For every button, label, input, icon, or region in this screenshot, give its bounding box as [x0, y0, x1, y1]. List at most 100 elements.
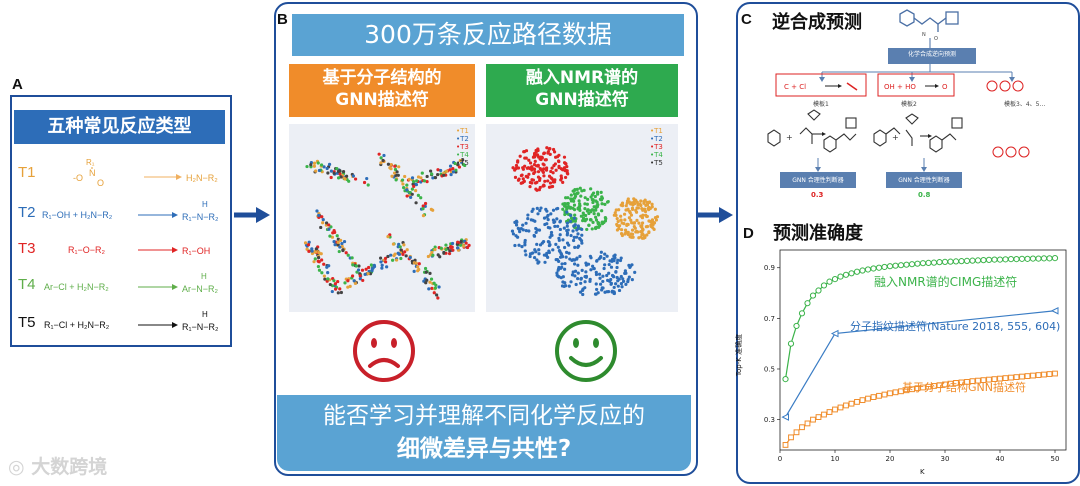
reaction-t4-scheme: Ar−Cl + H₂N−R₂ H Ar−N−R₂ [44, 272, 218, 294]
scatter-point [562, 155, 567, 159]
scatter-point [617, 224, 621, 228]
svg-text:H: H [202, 200, 208, 209]
data-point [969, 257, 976, 264]
question-banner: 能否学习并理解不同化学反应的 细微差异与共性? [277, 395, 691, 471]
data-point [1024, 255, 1031, 262]
scatter-point [325, 166, 329, 171]
scatter-point [576, 245, 580, 249]
data-banner: 300万条反应路径数据 [292, 14, 684, 56]
scatter-point [551, 208, 556, 212]
scatter-point [407, 177, 411, 181]
scatter-point [314, 169, 318, 173]
scatter-point [583, 286, 587, 290]
watermark: ◎ 大数跨境 [8, 452, 107, 479]
scatter-point [361, 278, 365, 283]
scatter-point [620, 228, 624, 232]
scatter-point [305, 164, 309, 169]
data-point [875, 264, 883, 271]
scatter-point [436, 296, 440, 300]
scatter-point [557, 259, 561, 263]
scatter-point [513, 220, 517, 224]
scatter-point [346, 253, 350, 257]
arrow-b-to-c-icon [697, 207, 733, 223]
data-point [1035, 372, 1042, 378]
legend-item: •T2 [456, 135, 469, 143]
scatter-point [403, 174, 407, 179]
data-point [881, 391, 888, 398]
data-point [876, 392, 882, 399]
scatter-point [372, 263, 376, 267]
scatter-point [322, 165, 326, 169]
scatter-point [535, 242, 539, 246]
scatter-point [625, 222, 629, 226]
scatter-point [517, 243, 521, 247]
scatter-point [546, 225, 550, 230]
scatter-point [605, 200, 610, 204]
scatter-point [390, 174, 394, 178]
scatter-point [425, 180, 429, 184]
scatter-point [563, 267, 567, 271]
scatter-point [303, 241, 308, 245]
reaction-t3-scheme: R₁−O−R₂ R₁−OH [68, 245, 210, 256]
scatter-point [617, 208, 621, 212]
data-point [782, 376, 789, 383]
scatter-point [616, 284, 620, 288]
scatter-point [431, 176, 435, 180]
question-line1: 能否学习并理解不同化学反应的 [323, 403, 645, 429]
scatter-point [320, 258, 324, 262]
scatter-point [385, 265, 389, 269]
scatter-point [547, 240, 551, 244]
scatter-point [595, 190, 600, 194]
scatter-point [530, 168, 534, 172]
scatter-point [573, 274, 577, 278]
scatter-point [368, 272, 373, 276]
scatter-point [541, 162, 545, 166]
scatter-point [639, 199, 643, 203]
svg-text:+: + [892, 133, 899, 142]
scatter-point [414, 201, 418, 205]
scatter-point [552, 150, 557, 154]
scatter-point [553, 162, 557, 166]
scatter-point [615, 222, 619, 227]
scatter-point [582, 188, 586, 192]
scatter-point [600, 220, 604, 224]
data-point [1040, 255, 1048, 262]
scatter-point [353, 177, 358, 181]
scatter-point [330, 235, 335, 239]
scatter-point [603, 263, 607, 267]
scatter-point [598, 282, 603, 286]
scatter-point [317, 213, 321, 217]
scatter-point [516, 160, 520, 164]
scatter-point [433, 176, 438, 180]
scatter-point [449, 172, 453, 177]
scatter-point [591, 191, 596, 195]
data-point [903, 261, 910, 268]
scatter-point [537, 248, 541, 252]
data-point [985, 256, 993, 263]
scatter-point [601, 279, 605, 284]
series-label-structure: 基于分子结构GNN描述符 [902, 381, 1026, 394]
scatter-point [583, 219, 587, 223]
scatter-point [459, 239, 463, 244]
x-tick-label: 50 [1051, 455, 1060, 463]
scatter-point [399, 256, 403, 261]
left-header-line2: GNN描述符 [335, 90, 429, 110]
data-point [826, 409, 833, 415]
scatter-point [605, 273, 609, 278]
scatter-point [410, 192, 414, 196]
scatter-point [402, 186, 406, 190]
scatter-point [392, 171, 397, 175]
scatter-point [565, 231, 570, 235]
data-point [1046, 255, 1053, 262]
svg-text:OH + HO: OH + HO [884, 83, 916, 91]
scatter-point [419, 196, 423, 200]
scatter-point [632, 202, 637, 206]
scatter-point [563, 161, 567, 165]
scatter-point [561, 180, 565, 184]
scatter-point [381, 158, 385, 163]
scatter-point [594, 282, 598, 286]
scatter-point [627, 275, 631, 279]
accuracy-chart: 0 10 20 30 40 50 0.3 0.5 0.7 0.9 [764, 249, 1067, 463]
scatter-point [595, 259, 599, 263]
scatter-point [631, 235, 635, 239]
